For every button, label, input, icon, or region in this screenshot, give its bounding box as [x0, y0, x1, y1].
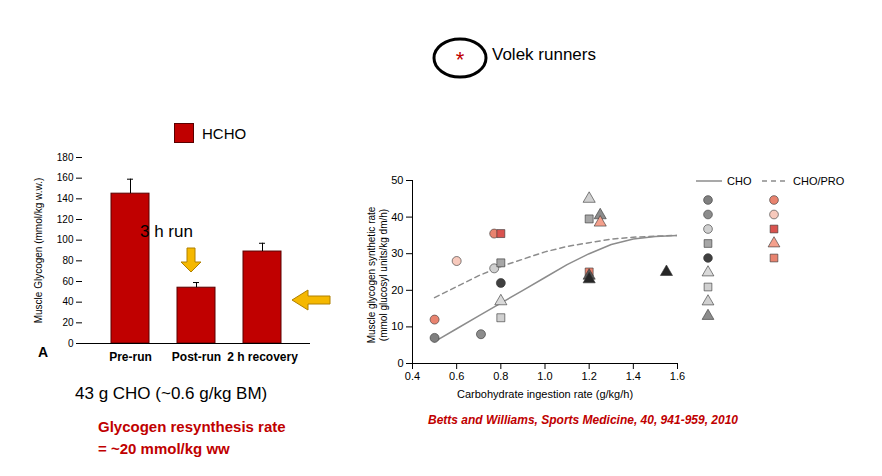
svg-text:CHO/PRO: CHO/PRO: [793, 175, 845, 187]
svg-text:Pre-run: Pre-run: [109, 350, 152, 364]
svg-text:100: 100: [57, 234, 74, 245]
svg-text:30: 30: [391, 247, 403, 259]
svg-text:Carbohydrate ingestion rate (g: Carbohydrate ingestion rate (g/kg/h): [457, 388, 633, 400]
svg-text:2 h recovery: 2 h recovery: [227, 350, 298, 364]
svg-text:140: 140: [57, 193, 74, 204]
svg-text:20: 20: [391, 284, 403, 296]
html-text:= ~20 mmol/kg ww: = ~20 mmol/kg ww: [98, 440, 230, 457]
html-text:(mmol glucosyl units/kg dm/h): (mmol glucosyl units/kg dm/h): [378, 208, 389, 342]
html-text:3 h run: 3 h run: [140, 222, 193, 241]
svg-text:0.6: 0.6: [449, 370, 464, 382]
svg-text:50: 50: [391, 174, 403, 186]
svg-text:1.6: 1.6: [670, 370, 685, 382]
svg-text:0.4: 0.4: [405, 370, 420, 382]
svg-text:80: 80: [62, 255, 74, 266]
svg-text:Muscle Glycogen (mmol/kg w.w.): Muscle Glycogen (mmol/kg w.w.): [33, 178, 44, 324]
svg-text:10: 10: [391, 320, 403, 332]
html-text:A: A: [38, 344, 49, 360]
svg-text:*: *: [456, 47, 465, 72]
svg-text:160: 160: [57, 172, 74, 183]
html-text:Volek runners: Volek runners: [492, 45, 596, 64]
svg-text:20: 20: [62, 317, 74, 328]
svg-text:1.4: 1.4: [626, 370, 641, 382]
svg-text:40: 40: [391, 211, 403, 223]
html-text:43 g CHO (~0.6 g/kg BM): 43 g CHO (~0.6 g/kg BM): [75, 384, 268, 403]
svg-text:60: 60: [62, 276, 74, 287]
svg-text:Post-run: Post-run: [172, 350, 221, 364]
svg-text:40: 40: [62, 296, 74, 307]
html-text:HCHO: HCHO: [202, 124, 247, 142]
html-text:Betts and Williams, Sports Med: Betts and Williams, Sports Medicine, 40,…: [428, 413, 738, 427]
svg-text:1.0: 1.0: [537, 370, 552, 382]
svg-text:180: 180: [57, 152, 74, 163]
svg-text:0.8: 0.8: [493, 370, 508, 382]
svg-text:CHO: CHO: [727, 175, 752, 187]
svg-text:0: 0: [397, 357, 403, 369]
svg-text:120: 120: [57, 214, 74, 225]
svg-text:1.2: 1.2: [582, 370, 597, 382]
svg-text:0: 0: [68, 338, 74, 349]
html-text:Glycogen resynthesis rate: Glycogen resynthesis rate: [98, 418, 286, 435]
html-text:Muscle glycogen synthetic rate: Muscle glycogen synthetic rate: [366, 206, 377, 344]
